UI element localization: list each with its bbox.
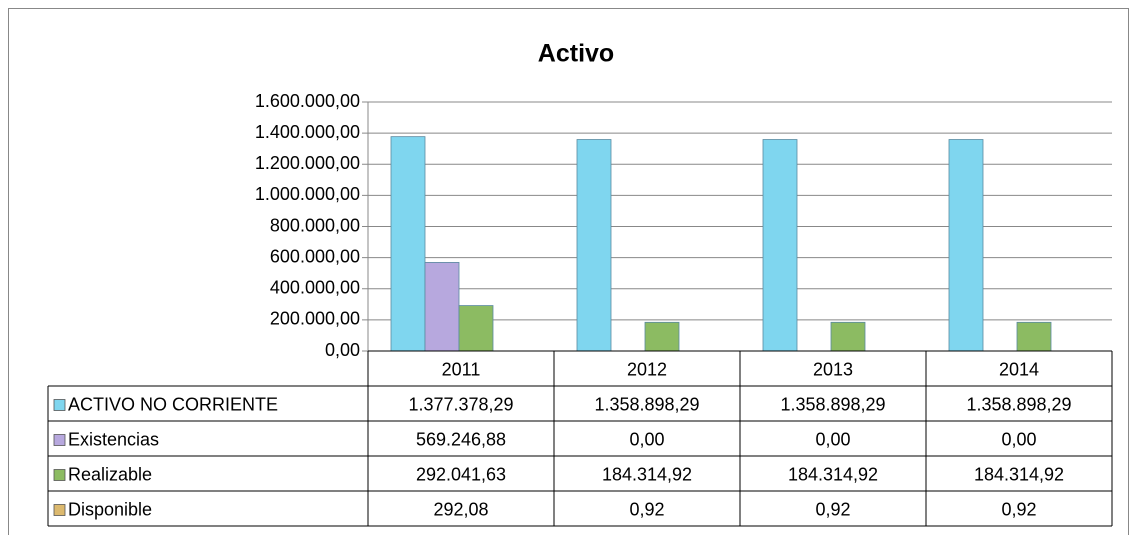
bar <box>424 262 460 352</box>
bar <box>1016 321 1052 352</box>
data-label: 1.377.378,29 <box>408 394 513 414</box>
y-tick-label: 200.000,00 <box>270 309 360 329</box>
data-label: 0,00 <box>629 429 664 449</box>
bar <box>948 139 984 352</box>
y-tick-label: 600.000,00 <box>270 246 360 266</box>
data-label: 1.358.898,29 <box>966 394 1071 414</box>
x-tick-label: 2011 <box>442 359 481 379</box>
legend-label: ACTIVO NO CORRIENTE <box>68 394 278 414</box>
bar <box>762 139 798 352</box>
data-label: 0,92 <box>1001 499 1036 519</box>
legend-swatch <box>53 469 66 481</box>
data-label: 1.358.898,29 <box>780 394 885 414</box>
data-label: 292.041,63 <box>416 464 506 484</box>
chart-title: Activo <box>538 40 614 68</box>
legend-label: Existencias <box>68 429 159 449</box>
y-tick-label: 400.000,00 <box>270 278 360 298</box>
legend-label: Realizable <box>68 464 152 484</box>
bar <box>644 321 680 352</box>
data-label: 569.246,88 <box>416 429 506 449</box>
bar <box>576 139 612 352</box>
y-tick-label: 0,00 <box>325 340 360 360</box>
chart-border <box>8 8 1129 535</box>
x-tick-label: 2014 <box>999 359 1039 379</box>
data-label: 184.314,92 <box>788 464 878 484</box>
legend-swatch <box>53 504 66 516</box>
legend-swatch <box>53 434 66 446</box>
data-label: 184.314,92 <box>974 464 1064 484</box>
bar <box>390 136 426 352</box>
data-label: 292,08 <box>433 499 488 519</box>
x-tick-label: 2013 <box>813 359 853 379</box>
data-label: 0,00 <box>815 429 850 449</box>
legend-label: Disponible <box>68 499 152 519</box>
x-tick-label: 2012 <box>627 359 667 379</box>
data-label: 0,92 <box>815 499 850 519</box>
y-tick-label: 1.200.000,00 <box>255 153 360 173</box>
data-label: 0,92 <box>629 499 664 519</box>
y-tick-label: 1.400.000,00 <box>255 122 360 142</box>
bar <box>458 305 494 352</box>
bar <box>830 321 866 352</box>
data-label: 0,00 <box>1001 429 1036 449</box>
y-tick-label: 800.000,00 <box>270 215 360 235</box>
y-tick-label: 1.600.000,00 <box>255 91 360 111</box>
y-tick-label: 1.000.000,00 <box>255 184 360 204</box>
data-label: 184.314,92 <box>602 464 692 484</box>
data-label: 1.358.898,29 <box>594 394 699 414</box>
legend-swatch <box>53 399 66 411</box>
